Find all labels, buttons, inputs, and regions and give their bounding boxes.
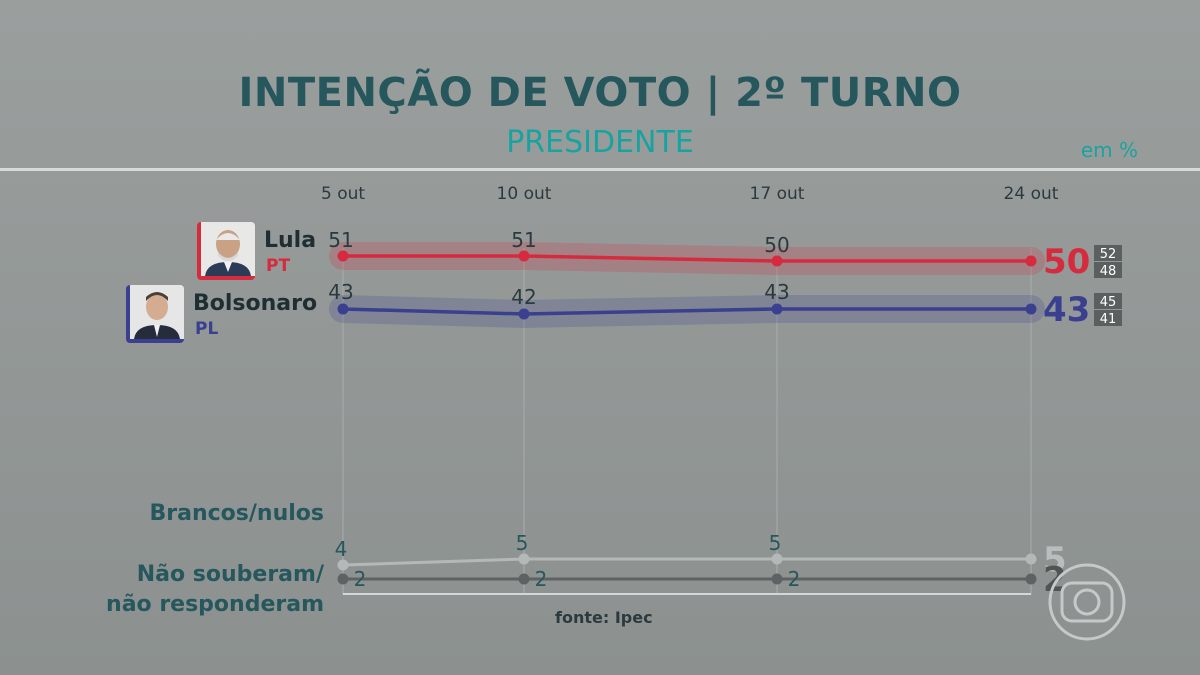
chart-subtitle: PRESIDENTE [506, 125, 694, 160]
data-label: 5 [516, 531, 529, 555]
series-line-1 [342, 307, 1031, 316]
final-value-label: 50 [1043, 242, 1090, 282]
final-value-label: 43 [1043, 290, 1090, 330]
tv-logo-icon [1048, 563, 1126, 641]
data-label: 51 [328, 228, 353, 252]
series-line-2 [342, 557, 1031, 567]
x-tick-label: 24 out [1004, 184, 1059, 204]
data-label: 5 [769, 531, 782, 555]
divider [0, 168, 1200, 171]
margin-box [1094, 262, 1122, 278]
series-point-1-2 [771, 303, 783, 315]
series-point-1-3 [1025, 303, 1037, 315]
series-point-3-0 [337, 573, 349, 585]
final-value-label: 5 [1043, 540, 1067, 580]
data-label: 43 [328, 280, 353, 304]
margin-box [1094, 293, 1122, 309]
data-label: 2 [535, 567, 548, 591]
label-brancos-nulos: Brancos/nulos [149, 501, 325, 526]
series-point-1-0 [337, 303, 349, 315]
series-point-0-2 [771, 255, 783, 267]
x-tick-label: 10 out [497, 184, 552, 204]
series-line-0 [343, 254, 1031, 263]
series-point-0-0 [337, 250, 349, 262]
candidate-name-lula: Lula [264, 228, 317, 253]
bolsonaro-photo-icon [126, 285, 184, 343]
series-point-0-3 [1025, 255, 1037, 267]
data-label: 4 [335, 537, 348, 561]
x-tick-label: 17 out [750, 184, 805, 204]
data-label: 42 [511, 285, 536, 309]
source-note: fonte: Ipec [555, 608, 653, 627]
series-point-0-1 [518, 250, 530, 262]
series-point-2-2 [771, 553, 783, 565]
x-tick-label: 5 out [321, 184, 365, 204]
series-point-3-1 [518, 573, 530, 585]
candidate-party-lula: PT [266, 256, 291, 276]
chart-title: INTENÇÃO DE VOTO | 2º TURNO [238, 70, 962, 116]
lula-photo-icon [197, 222, 255, 280]
label-nao-souberam: Não souberam/ [136, 562, 324, 587]
data-label: 2 [354, 567, 367, 591]
final-value-label: 2 [1043, 560, 1067, 600]
candidate-party-bolsonaro: PL [195, 319, 219, 339]
label-nao-responderam: não responderam [106, 592, 324, 617]
series-point-3-3 [1025, 573, 1037, 585]
data-label: 50 [764, 233, 789, 257]
margin-box [1094, 245, 1122, 261]
series-point-1-1 [518, 308, 530, 320]
series-point-2-1 [518, 553, 530, 565]
margin-label: 45 [1100, 295, 1117, 310]
data-label: 2 [788, 567, 801, 591]
data-label: 43 [764, 280, 789, 304]
margin-label: 52 [1100, 247, 1117, 262]
series-point-3-2 [771, 573, 783, 585]
unit-label: em % [1080, 138, 1138, 162]
margin-label: 41 [1100, 312, 1117, 327]
margin-label: 48 [1100, 264, 1117, 279]
series-point-2-0 [337, 559, 349, 571]
margin-box [1094, 310, 1122, 326]
candidate-name-bolsonaro: Bolsonaro [193, 291, 318, 316]
series-point-2-3 [1025, 553, 1037, 565]
data-label: 51 [511, 228, 536, 252]
